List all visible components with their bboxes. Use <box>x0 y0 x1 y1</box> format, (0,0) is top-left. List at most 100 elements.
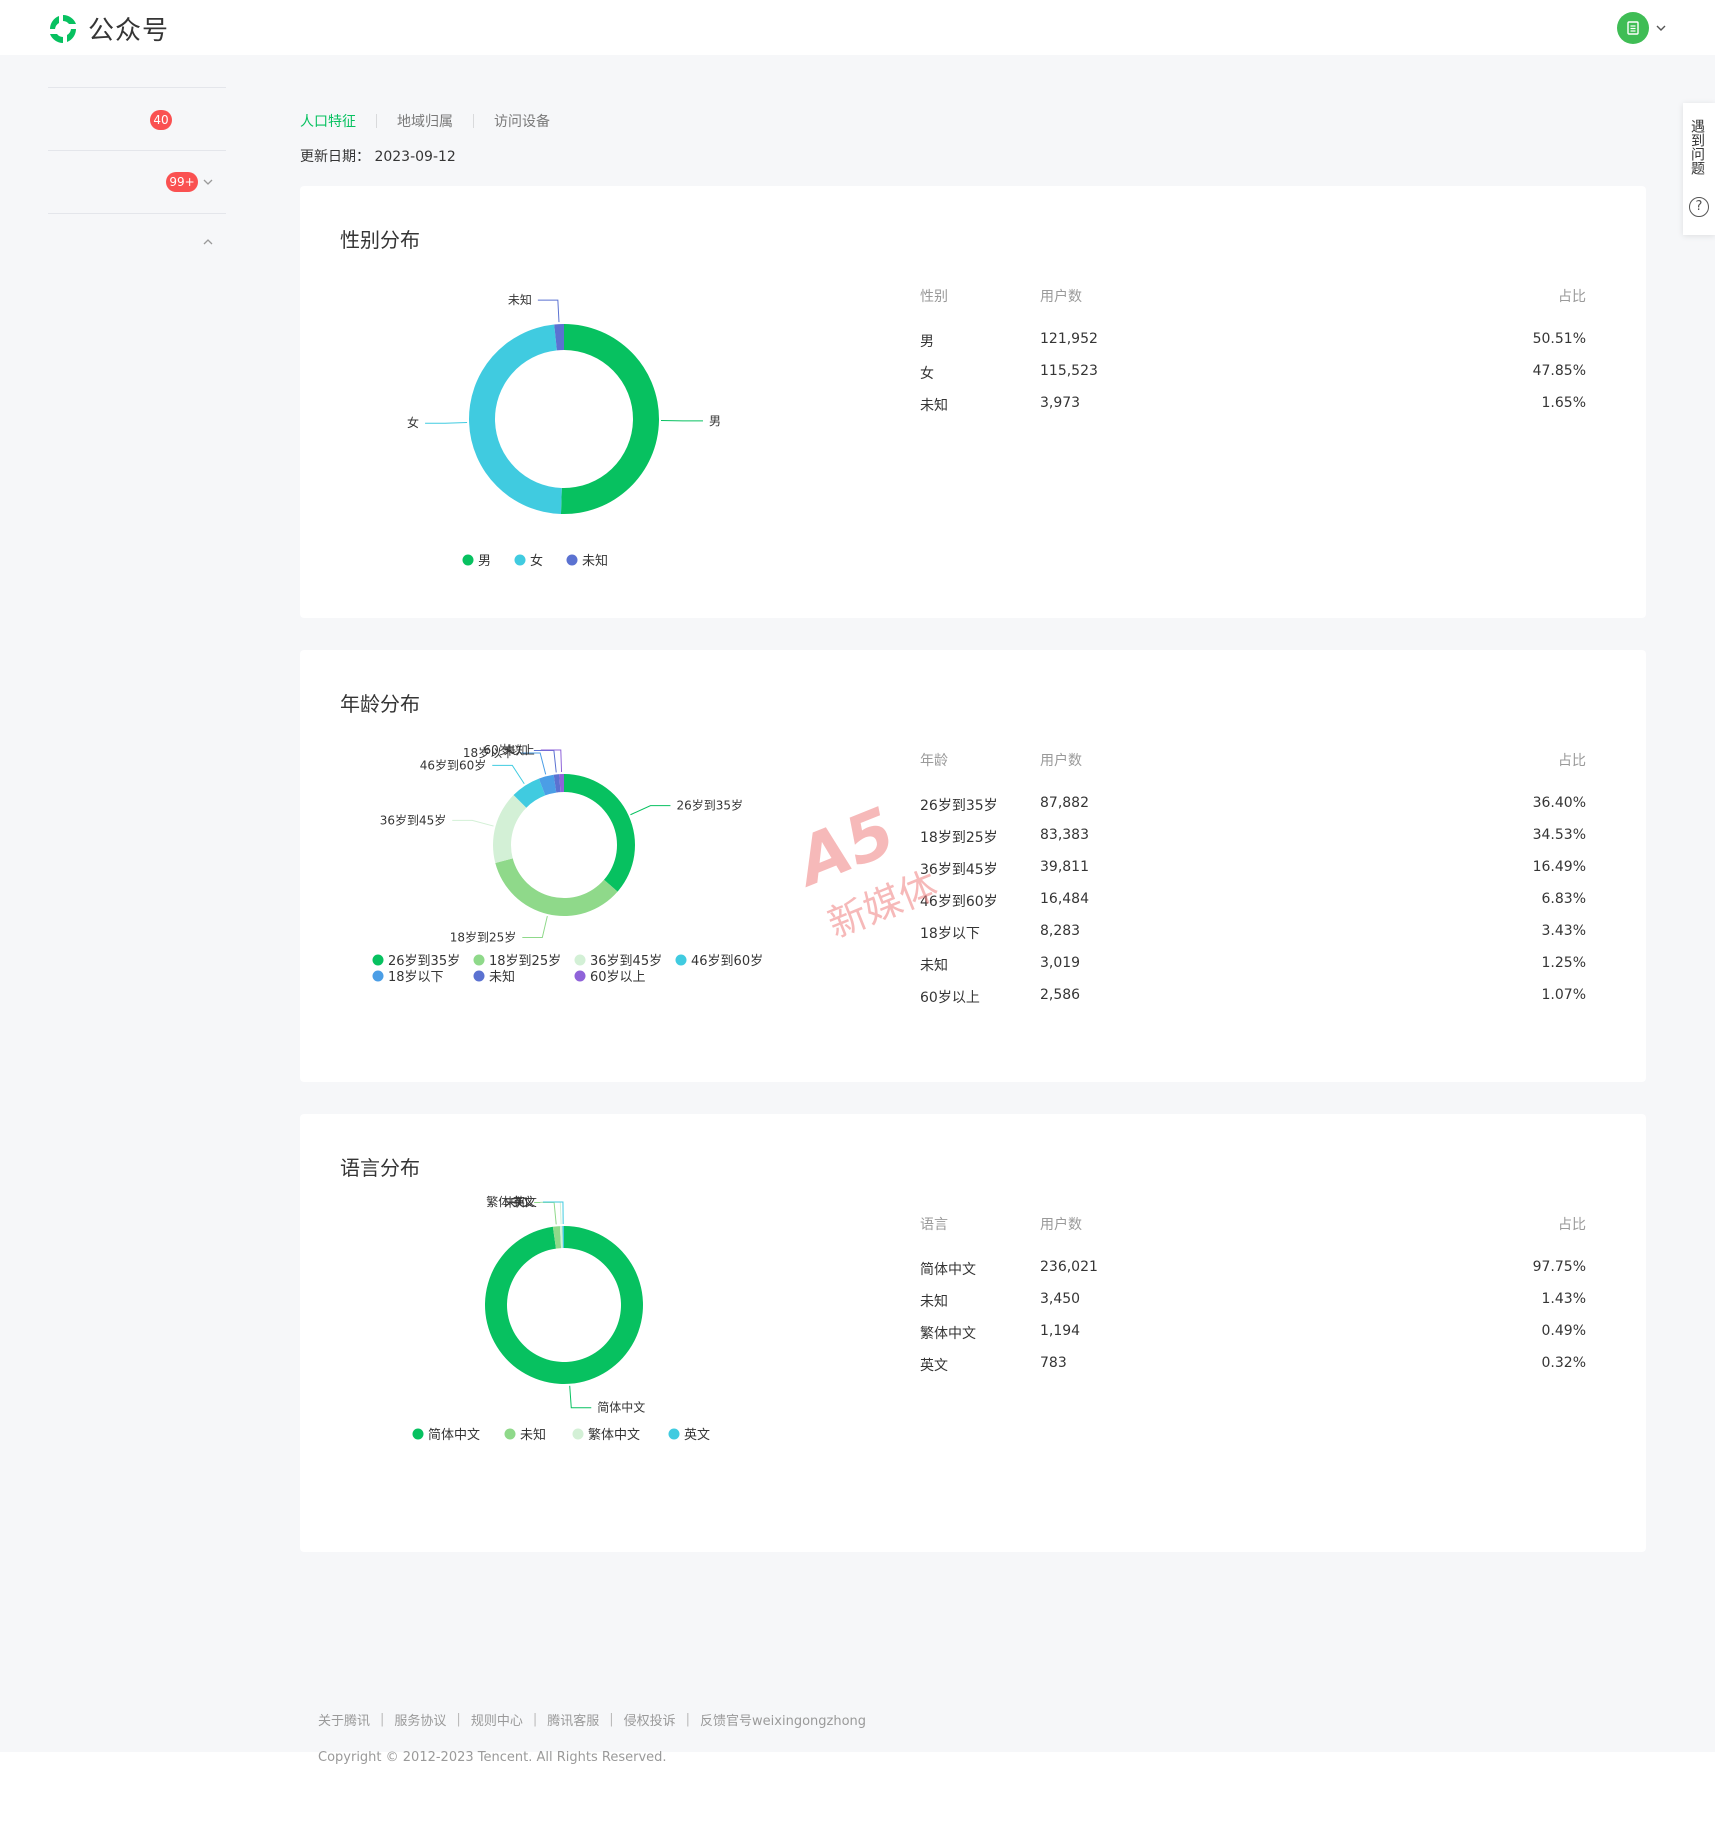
update-label: 更新日期： <box>300 149 370 165</box>
card-title: 性别分布 <box>340 228 420 252</box>
leader-line <box>534 1201 557 1225</box>
footer-link[interactable]: 腾讯客服 <box>547 1714 600 1729</box>
legend-marker[interactable] <box>372 970 384 982</box>
legend-marker[interactable] <box>514 554 526 566</box>
slice-label: 英文 <box>513 1194 537 1209</box>
legend-marker[interactable] <box>574 970 586 982</box>
slice-label: 60岁以上 <box>484 742 535 757</box>
table-cell: 18岁以下 <box>920 926 980 942</box>
table-cell: 0.49% <box>1541 1323 1586 1339</box>
table-cell: 2,586 <box>1040 987 1081 1003</box>
table-cell: 60岁以上 <box>920 990 980 1006</box>
footer-link[interactable]: 规则中心 <box>470 1714 523 1729</box>
table-cell: 未知 <box>920 398 948 414</box>
logo[interactable]: 公众号 <box>46 10 169 47</box>
donut-slice <box>552 1226 562 1249</box>
legend-label[interactable]: 46岁到60岁 <box>691 954 763 969</box>
slice-label: 女 <box>407 415 419 430</box>
legend-label[interactable]: 简体中文 <box>428 1427 480 1443</box>
legend-marker[interactable] <box>372 954 384 966</box>
legend-marker[interactable] <box>574 954 586 966</box>
donut-slice <box>553 774 561 793</box>
footer-link[interactable]: 反馈官号weixingongzhong <box>700 1714 867 1729</box>
chevron-down-icon[interactable] <box>202 176 214 188</box>
legend-label[interactable]: 26岁到35岁 <box>388 954 460 969</box>
donut-slice <box>554 324 564 351</box>
language-table: 语言 用户数 占比 简体中文 236,021 97.75% 未知 3,450 1… <box>920 1214 1586 1387</box>
footer-link[interactable]: 侵权投诉 <box>623 1714 676 1729</box>
table-cell: 39,811 <box>1040 859 1089 875</box>
table-row: 60岁以上 2,586 1.07% <box>920 987 1586 1019</box>
footer-link[interactable]: 服务协议 <box>394 1714 447 1729</box>
page-body: 40 99+ 遇到问题 ? 人口特征 地域归属 访问设备 更新日期： 2023-… <box>0 55 1715 1765</box>
wechat-official-logo-icon <box>50 14 76 43</box>
update-date: 更新日期： 2023-09-12 <box>300 146 456 166</box>
legend-marker[interactable] <box>566 554 578 566</box>
legend-label[interactable]: 18岁到25岁 <box>489 954 561 969</box>
sidebar-item-3[interactable] <box>48 213 226 276</box>
table-row: 繁体中文 1,194 0.49% <box>920 1323 1586 1355</box>
footer-separator: | <box>609 1712 614 1727</box>
table-cell: 783 <box>1040 1355 1067 1371</box>
table-cell: 3,450 <box>1040 1291 1081 1307</box>
header-cell: 用户数 <box>1040 1217 1082 1233</box>
slice-label: 46岁到60岁 <box>420 757 487 772</box>
leader-line <box>522 915 548 938</box>
legend-marker[interactable] <box>462 554 474 566</box>
table-cell: 简体中文 <box>920 1262 976 1278</box>
leader-line <box>452 819 494 827</box>
legend-label[interactable]: 女 <box>530 553 543 569</box>
legend-marker[interactable] <box>668 1428 680 1440</box>
chevron-down-icon[interactable] <box>1655 22 1667 34</box>
card-title: 年龄分布 <box>340 692 420 716</box>
tab-demographics[interactable]: 人口特征 <box>300 114 356 130</box>
donut-slice <box>468 324 562 514</box>
avatar[interactable] <box>1617 12 1649 44</box>
legend-marker[interactable] <box>412 1428 424 1440</box>
help-tab[interactable]: 遇到问题 ? <box>1683 103 1715 235</box>
footer-link[interactable]: 关于腾讯 <box>318 1714 371 1729</box>
legend-marker[interactable] <box>473 970 485 982</box>
question-icon: ? <box>1689 197 1709 217</box>
table-row: 26岁到35岁 87,882 36.40% <box>920 795 1586 827</box>
tab-region[interactable]: 地域归属 <box>397 114 453 130</box>
copyright: Copyright © 2012-2023 Tencent. All Right… <box>318 1750 667 1765</box>
table-header: 年龄 用户数 占比 <box>920 750 1586 795</box>
tab-divider <box>376 114 377 128</box>
legend-marker[interactable] <box>675 954 687 966</box>
legend-label[interactable]: 未知 <box>520 1427 546 1443</box>
tab-divider <box>473 114 474 128</box>
tab-device[interactable]: 访问设备 <box>494 114 550 130</box>
age-card: 年龄分布 26岁到35岁 18岁到25岁 36岁到45岁 46岁到60岁 18岁以下 未知… <box>300 650 1646 1082</box>
legend-marker[interactable] <box>473 954 485 966</box>
donut-slice <box>485 1226 643 1384</box>
legend-label[interactable]: 男 <box>478 554 491 569</box>
sidebar-item-2[interactable]: 99+ <box>48 150 226 213</box>
legend-label[interactable]: 繁体中文 <box>588 1427 640 1443</box>
legend-label[interactable]: 18岁以下 <box>388 970 444 985</box>
sidebar-item-1[interactable]: 40 <box>48 87 226 150</box>
legend-label[interactable]: 未知 <box>582 553 608 569</box>
legend-label[interactable]: 60岁以上 <box>590 970 646 985</box>
table-cell: 16,484 <box>1040 891 1089 907</box>
chevron-up-icon[interactable] <box>202 236 214 248</box>
table-cell: 1,194 <box>1040 1323 1081 1339</box>
leader-line <box>540 749 563 773</box>
legend-marker[interactable] <box>504 1428 516 1440</box>
tab-bar: 人口特征 地域归属 访问设备 <box>300 111 550 131</box>
table-row: 未知 3,450 1.43% <box>920 1291 1586 1323</box>
table-cell: 未知 <box>920 1294 948 1310</box>
table-cell: 繁体中文 <box>920 1326 976 1342</box>
donut-slice <box>538 774 557 796</box>
legend-label[interactable]: 36岁到45岁 <box>590 954 662 969</box>
legend-label[interactable]: 英文 <box>684 1428 710 1443</box>
slice-label: 未知 <box>508 293 532 307</box>
table-cell: 8,283 <box>1040 923 1081 939</box>
account-menu[interactable] <box>1617 12 1667 44</box>
legend-marker[interactable] <box>572 1428 584 1440</box>
legend-label[interactable]: 未知 <box>489 969 515 985</box>
slice-label: 繁体中文 <box>486 1194 534 1209</box>
slice-label: 简体中文 <box>597 1400 645 1415</box>
table-cell: 36.40% <box>1532 795 1586 811</box>
table-row: 未知 3,019 1.25% <box>920 955 1586 987</box>
